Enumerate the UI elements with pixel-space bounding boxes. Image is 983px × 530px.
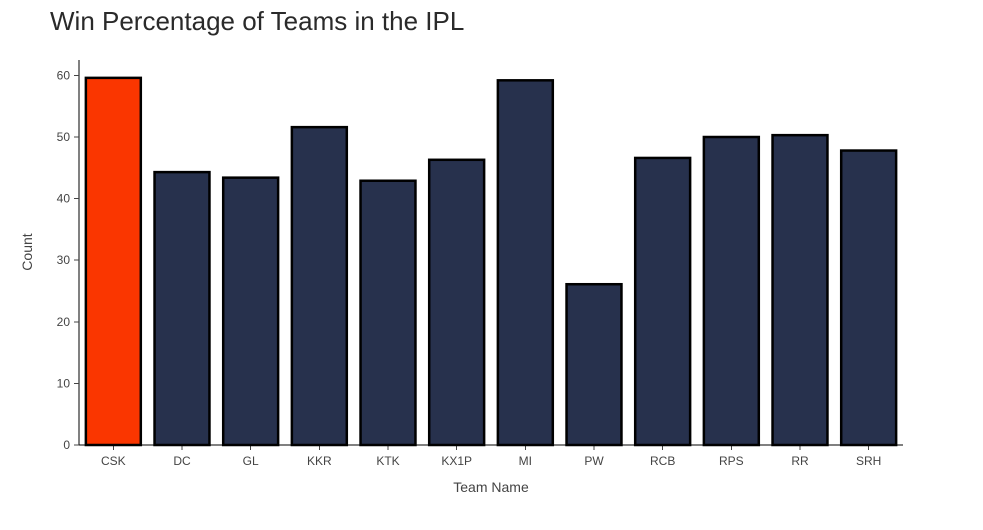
x-tick-label: RCB xyxy=(650,454,675,468)
bar-kx1p xyxy=(427,158,486,447)
bars-group xyxy=(84,76,898,447)
bar-rcb xyxy=(633,156,692,447)
y-axis-title: Count xyxy=(19,233,35,270)
bar-ktk xyxy=(359,179,417,447)
x-tick-label: SRH xyxy=(856,454,881,468)
bar-srh xyxy=(839,149,898,447)
x-tick-label: CSK xyxy=(101,454,126,468)
y-tick-label: 10 xyxy=(57,376,71,390)
x-tick-label: KX1P xyxy=(441,454,472,468)
bar-rps xyxy=(702,135,761,447)
x-tick-label: DC xyxy=(173,454,191,468)
x-axis-title: Team Name xyxy=(453,479,529,495)
bar-mi xyxy=(496,79,555,447)
y-tick-label: 0 xyxy=(63,438,70,452)
bar-csk xyxy=(84,76,143,447)
x-tick-label: KTK xyxy=(376,454,399,468)
y-tick-label: 50 xyxy=(57,130,71,144)
y-tick-label: 40 xyxy=(57,192,71,206)
y-tick-label: 60 xyxy=(57,68,71,82)
x-tick-label: KKR xyxy=(307,454,332,468)
bar-gl xyxy=(221,176,280,447)
y-tick-label: 30 xyxy=(57,253,71,267)
bar-pw xyxy=(565,282,623,447)
x-tick-label: MI xyxy=(519,454,532,468)
x-axis: CSK DC GL KKR KTK KX1P MI PW RCB RPS RR SRH xyxy=(79,444,903,468)
y-tick-label: 20 xyxy=(57,315,71,329)
bar-rr xyxy=(771,133,829,447)
x-tick-label: GL xyxy=(243,454,259,468)
bar-kkr xyxy=(290,125,349,447)
bar-dc xyxy=(153,170,211,447)
chart-title: Win Percentage of Teams in the IPL xyxy=(50,6,464,36)
x-tick-label: RPS xyxy=(719,454,744,468)
x-tick-label: PW xyxy=(584,454,604,468)
x-tick-label: RR xyxy=(791,454,809,468)
y-axis: 0 10 20 30 40 50 60 xyxy=(57,60,80,452)
